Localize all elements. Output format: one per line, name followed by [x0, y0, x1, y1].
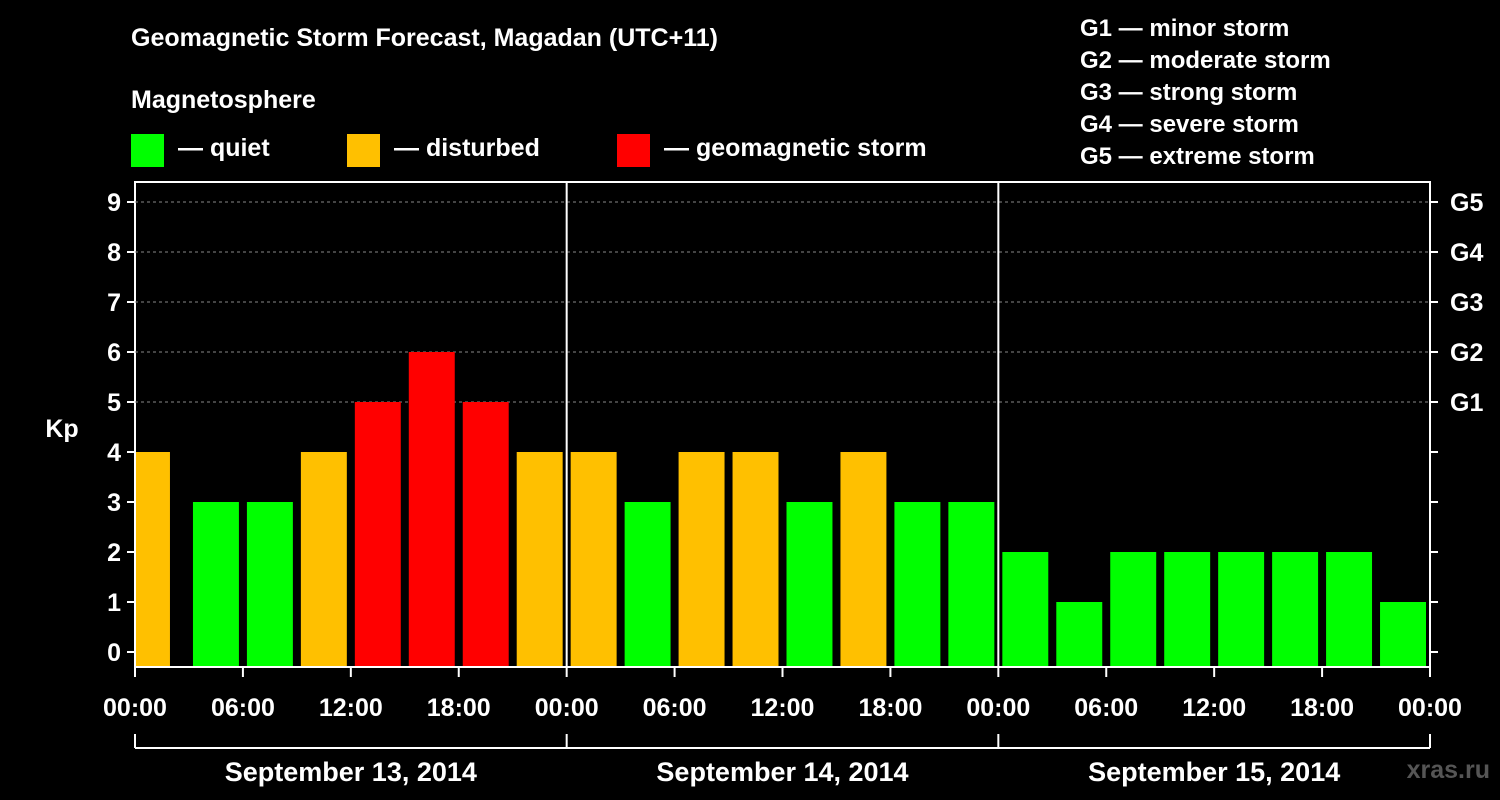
y-tick-label: 0 — [107, 639, 121, 667]
right-tick-label: G3 — [1450, 289, 1483, 317]
y-tick-label: 3 — [107, 489, 121, 517]
kp-bar — [1272, 552, 1319, 666]
x-tick-label: 12:00 — [1182, 694, 1246, 722]
kp-bar — [462, 402, 509, 666]
legend-swatch-storm — [617, 134, 650, 167]
right-tick-label: G4 — [1450, 239, 1483, 267]
x-tick-label: 00:00 — [1398, 694, 1462, 722]
y-tick-label: 8 — [107, 239, 121, 267]
right-tick-label: G1 — [1450, 389, 1483, 417]
kp-bar — [300, 452, 347, 666]
right-tick-label: G2 — [1450, 339, 1483, 367]
right-tick-label: G5 — [1450, 189, 1483, 217]
kp-bar — [1326, 552, 1373, 666]
day-label: September 13, 2014 — [225, 757, 477, 787]
watermark: xras.ru — [1406, 756, 1490, 784]
storm-scale-g4: G4 — severe storm — [1080, 111, 1299, 138]
kp-bar — [1218, 552, 1265, 666]
legend-label-quiet: — quiet — [178, 134, 270, 162]
kp-bar — [1056, 602, 1103, 666]
x-tick-label: 00:00 — [103, 694, 167, 722]
legend-label-storm: — geomagnetic storm — [664, 134, 927, 162]
y-axis-label: Kp — [45, 415, 78, 443]
x-tick-label: 06:00 — [211, 694, 275, 722]
kp-bar — [732, 452, 779, 666]
x-tick-label: 18:00 — [427, 694, 491, 722]
y-tick-label: 6 — [107, 339, 121, 367]
kp-bar — [624, 502, 671, 666]
x-tick-label: 00:00 — [535, 694, 599, 722]
legend-swatch-quiet — [131, 134, 164, 167]
x-tick-label: 18:00 — [1290, 694, 1354, 722]
y-tick-label: 2 — [107, 539, 121, 567]
kp-bar — [840, 452, 887, 666]
x-tick-label: 00:00 — [966, 694, 1030, 722]
kp-bar — [786, 502, 833, 666]
kp-bar — [354, 402, 401, 666]
storm-scale-g2: G2 — moderate storm — [1080, 47, 1331, 74]
x-tick-label: 06:00 — [643, 694, 707, 722]
kp-bar — [1380, 602, 1426, 666]
kp-bar — [948, 502, 995, 666]
kp-bar — [1002, 552, 1049, 666]
day-label: September 15, 2014 — [1088, 757, 1340, 787]
kp-bar — [192, 502, 239, 666]
x-tick-label: 18:00 — [858, 694, 922, 722]
storm-scale-g3: G3 — strong storm — [1080, 79, 1298, 106]
storm-scale-g5: G5 — extreme storm — [1080, 143, 1315, 170]
kp-bar — [1110, 552, 1157, 666]
x-tick-label: 12:00 — [751, 694, 815, 722]
y-tick-label: 1 — [107, 589, 121, 617]
legend-label-disturbed: — disturbed — [394, 134, 540, 162]
kp-bar — [408, 352, 455, 666]
day-label: September 14, 2014 — [656, 757, 908, 787]
y-tick-label: 7 — [107, 289, 121, 317]
kp-bar — [516, 452, 563, 666]
kp-bar — [894, 502, 941, 666]
storm-scale-g1: G1 — minor storm — [1080, 15, 1290, 42]
magnetosphere-label: Magnetosphere — [131, 86, 316, 114]
kp-bar — [1164, 552, 1211, 666]
y-tick-label: 9 — [107, 189, 121, 217]
y-tick-label: 4 — [107, 439, 121, 467]
y-tick-label: 5 — [107, 389, 121, 417]
chart-title: Geomagnetic Storm Forecast, Magadan (UTC… — [131, 24, 718, 52]
kp-bar — [678, 452, 725, 666]
kp-bar — [136, 452, 170, 666]
legend-swatch-disturbed — [347, 134, 380, 167]
kp-bar — [570, 452, 617, 666]
x-tick-label: 06:00 — [1074, 694, 1138, 722]
kp-bar — [246, 502, 293, 666]
x-tick-label: 12:00 — [319, 694, 383, 722]
